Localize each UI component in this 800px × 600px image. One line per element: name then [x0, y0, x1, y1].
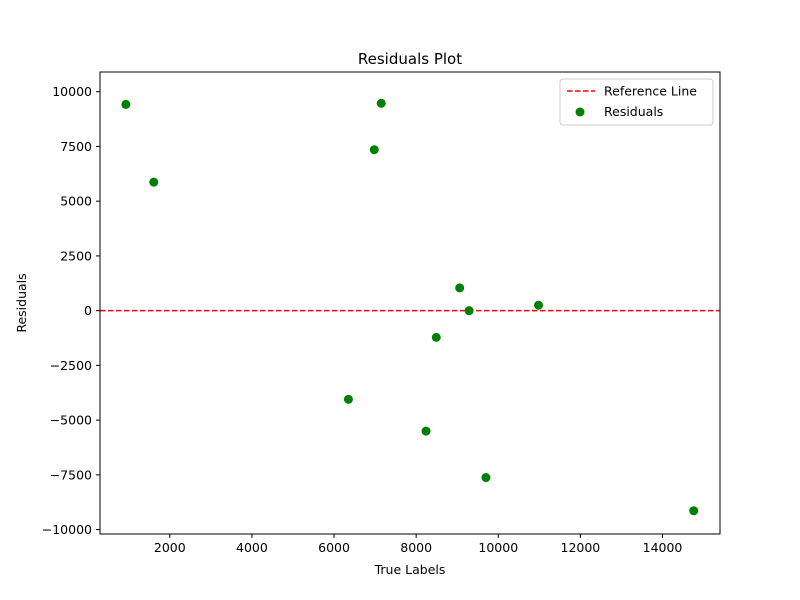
y-tick-label: −2500 [50, 358, 92, 373]
x-tick-label: 4000 [236, 540, 268, 555]
y-tick-label: 0 [84, 303, 92, 318]
legend: Reference Line Residuals [559, 78, 714, 126]
residual-point-0 [121, 99, 131, 109]
x-tick-label: 10000 [478, 540, 518, 555]
residual-point-8 [464, 306, 474, 316]
plot-area [100, 98, 720, 516]
legend-reference-line-label: Reference Line [604, 84, 697, 99]
residual-point-9 [481, 473, 491, 483]
residual-point-3 [369, 145, 379, 155]
residual-point-2 [343, 394, 353, 404]
axes-frame [99, 71, 721, 535]
x-tick-label: 12000 [561, 540, 601, 555]
x-axis-label: True Labels [374, 562, 446, 577]
y-tick-label: 10000 [52, 84, 92, 99]
residual-point-5 [421, 426, 431, 436]
x-axis: 2000 4000 6000 8000 10000 12000 14000 [154, 534, 683, 555]
y-tick-label: 7500 [60, 139, 92, 154]
y-axis-label: Residuals [14, 273, 29, 332]
residual-point-7 [455, 283, 465, 293]
y-tick-label: 2500 [60, 248, 92, 263]
y-tick-label: −5000 [50, 413, 92, 428]
residual-point-6 [431, 332, 441, 342]
residual-point-11 [689, 506, 699, 516]
y-axis: −10000 −7500 −5000 −2500 0 2500 5000 7500 10000 [42, 84, 100, 537]
legend-residuals-swatch [575, 107, 585, 117]
x-tick-label: 6000 [318, 540, 350, 555]
x-tick-label: 2000 [154, 540, 186, 555]
y-tick-label: −10000 [42, 522, 92, 537]
residual-point-1 [149, 177, 159, 187]
residual-point-10 [534, 300, 544, 310]
x-tick-label: 8000 [400, 540, 432, 555]
legend-box [559, 78, 714, 126]
y-tick-label: 5000 [60, 194, 92, 209]
chart-title: Residuals Plot [358, 50, 462, 68]
y-tick-label: −7500 [50, 467, 92, 482]
x-tick-label: 14000 [643, 540, 683, 555]
legend-residuals-label: Residuals [604, 104, 663, 119]
residual-point-4 [376, 98, 386, 108]
